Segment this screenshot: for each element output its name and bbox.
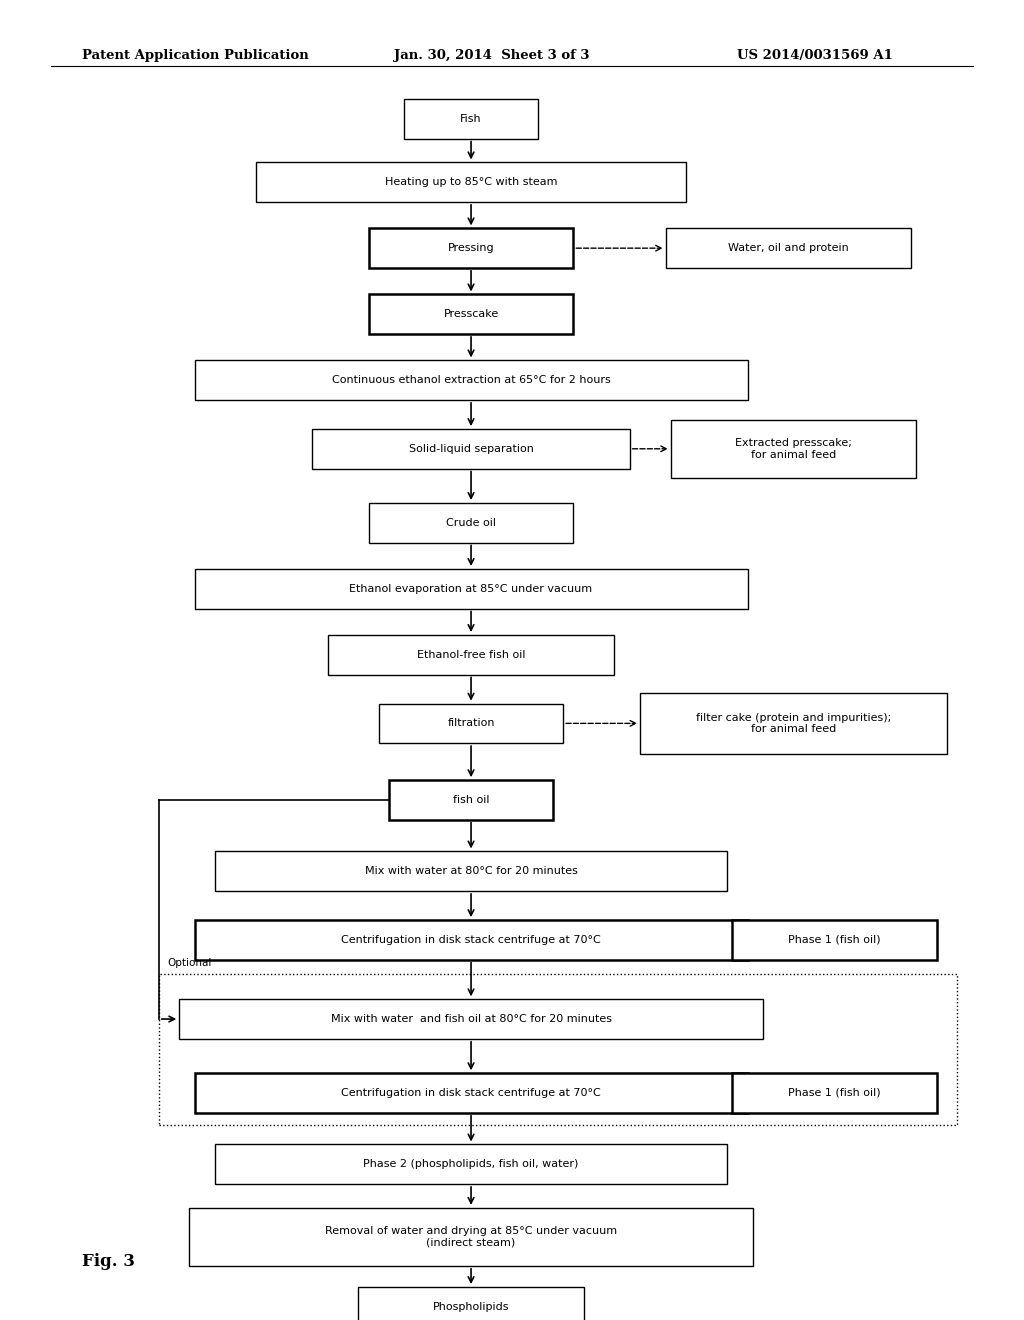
- Bar: [379, 704, 563, 743]
- Text: Optional: Optional: [167, 957, 211, 968]
- Text: Continuous ethanol extraction at 65°C for 2 hours: Continuous ethanol extraction at 65°C fo…: [332, 375, 610, 385]
- Bar: [189, 1208, 753, 1266]
- Text: US 2014/0031569 A1: US 2014/0031569 A1: [737, 49, 893, 62]
- Text: Phospholipids: Phospholipids: [433, 1302, 509, 1312]
- Text: Solid-liquid separation: Solid-liquid separation: [409, 444, 534, 454]
- Bar: [179, 999, 763, 1039]
- Bar: [732, 920, 937, 960]
- Text: Crude oil: Crude oil: [446, 517, 496, 528]
- Bar: [256, 162, 686, 202]
- Text: fish oil: fish oil: [453, 795, 489, 805]
- Text: Fish: Fish: [460, 114, 482, 124]
- Bar: [195, 920, 748, 960]
- Bar: [369, 503, 573, 543]
- Bar: [671, 420, 916, 478]
- Text: Water, oil and protein: Water, oil and protein: [728, 243, 849, 253]
- Text: Centrifugation in disk stack centrifuge at 70°C: Centrifugation in disk stack centrifuge …: [341, 935, 601, 945]
- Text: filter cake (protein and impurities);
for animal feed: filter cake (protein and impurities); fo…: [696, 713, 891, 734]
- Text: Mix with water  and fish oil at 80°C for 20 minutes: Mix with water and fish oil at 80°C for …: [331, 1014, 611, 1024]
- Bar: [732, 1073, 937, 1113]
- Text: Centrifugation in disk stack centrifuge at 70°C: Centrifugation in disk stack centrifuge …: [341, 1088, 601, 1098]
- Text: filtration: filtration: [447, 718, 495, 729]
- Bar: [358, 1287, 584, 1320]
- Bar: [159, 974, 957, 1125]
- Text: Phase 1 (fish oil): Phase 1 (fish oil): [788, 1088, 881, 1098]
- Text: Fig. 3: Fig. 3: [82, 1253, 135, 1270]
- Text: Phase 2 (phospholipids, fish oil, water): Phase 2 (phospholipids, fish oil, water): [364, 1159, 579, 1170]
- Text: Jan. 30, 2014  Sheet 3 of 3: Jan. 30, 2014 Sheet 3 of 3: [394, 49, 590, 62]
- Text: Phase 1 (fish oil): Phase 1 (fish oil): [788, 935, 881, 945]
- Text: Ethanol-free fish oil: Ethanol-free fish oil: [417, 649, 525, 660]
- Bar: [369, 228, 573, 268]
- Bar: [195, 1073, 748, 1113]
- Bar: [328, 635, 614, 675]
- Bar: [195, 360, 748, 400]
- Text: Presscake: Presscake: [443, 309, 499, 319]
- Bar: [369, 294, 573, 334]
- Bar: [215, 1144, 727, 1184]
- Bar: [404, 99, 538, 139]
- Bar: [666, 228, 911, 268]
- Text: Removal of water and drying at 85°C under vacuum
(indirect steam): Removal of water and drying at 85°C unde…: [325, 1226, 617, 1247]
- Bar: [215, 851, 727, 891]
- Bar: [195, 569, 748, 609]
- Bar: [389, 780, 553, 820]
- Text: Mix with water at 80°C for 20 minutes: Mix with water at 80°C for 20 minutes: [365, 866, 578, 876]
- Text: Extracted presscake;
for animal feed: Extracted presscake; for animal feed: [735, 438, 852, 459]
- Bar: [640, 693, 947, 754]
- Text: Ethanol evaporation at 85°C under vacuum: Ethanol evaporation at 85°C under vacuum: [349, 583, 593, 594]
- Text: Pressing: Pressing: [447, 243, 495, 253]
- Bar: [312, 429, 630, 469]
- Text: Heating up to 85°C with steam: Heating up to 85°C with steam: [385, 177, 557, 187]
- Text: Patent Application Publication: Patent Application Publication: [82, 49, 308, 62]
